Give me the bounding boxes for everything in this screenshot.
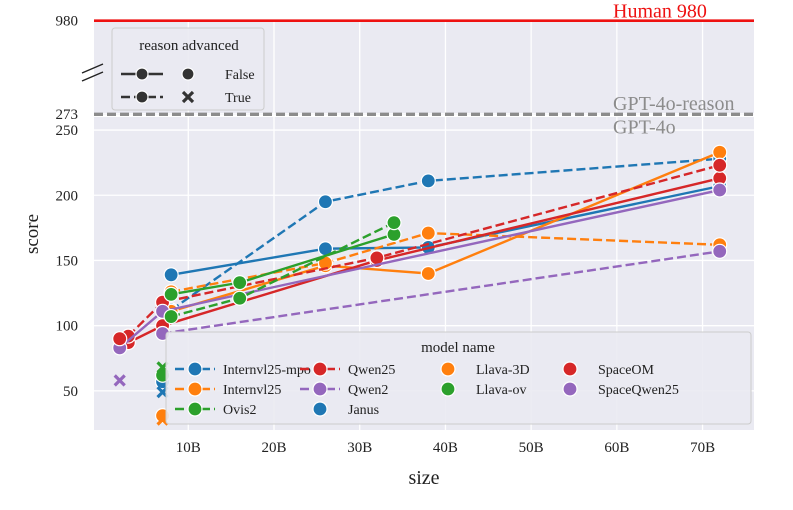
model-legend-qwen2-label: Qwen2: [348, 383, 388, 398]
series-qwen25-base-line: [127, 177, 720, 344]
model-legend-spaceom-marker-swatch: [562, 361, 578, 377]
model-legend-spaceqwen25-label: SpaceQwen25: [598, 383, 679, 398]
y-tick-label-100: 100: [56, 319, 79, 335]
model-legend-qwen25-label: Qwen25: [348, 363, 395, 378]
model-legend-internvl25-mpo-marker-swatch: [187, 361, 203, 377]
series-ovis2-reason-point-0: [163, 308, 179, 325]
reference-line-human-980-label: Human 980: [613, 1, 707, 23]
series-internvl25-mpo-reason-point-2: [420, 173, 436, 189]
y-tick-label-980: 980: [56, 14, 79, 30]
x-tick-label-20: 20B: [261, 440, 286, 456]
y-tick-label-50: 50: [63, 384, 78, 400]
point-spaceqwen25-reason-stroke-2: [113, 374, 126, 387]
model-name-legend-frame: [165, 331, 752, 425]
series-qwen25-reason-point-3: [712, 157, 728, 173]
model-name-legend-title: model name: [421, 340, 495, 356]
reason-advanced-legend-false-line-marker: [135, 67, 149, 81]
point-spaceqwen25-reason: [113, 374, 126, 387]
model-legend-llava-3d-label: Llava-3D: [476, 363, 530, 378]
y-tick-label-273: 273: [56, 107, 79, 123]
model-legend-janus-marker-swatch: [312, 401, 328, 417]
reason-advanced-legend-false-label: False: [225, 68, 255, 83]
series-qwen2-base-point-2: [712, 182, 728, 198]
model-legend-llava-ov-label: Llava-ov: [476, 383, 527, 398]
reason-advanced-legend: reason advanced False True: [111, 27, 265, 111]
model-legend-qwen2-marker-swatch: [312, 381, 328, 397]
reference-line-gpt-4o-label: GPT-4o: [613, 117, 676, 139]
y-tick-label-150: 150: [56, 253, 79, 269]
model-legend-ovis2-marker-swatch: [187, 401, 203, 417]
series-internvl25-reason-line: [170, 231, 720, 293]
series-internvl25-mpo-base-point-0: [163, 267, 179, 283]
x-tick-label-50: 50B: [519, 440, 544, 456]
x-axis-label: size: [408, 467, 439, 489]
model-legend-internvl25-label: Internvl25: [223, 383, 281, 398]
y-tick-label-200: 200: [56, 188, 79, 204]
series-ovis2-reason-point-1: [232, 290, 248, 306]
model-legend-janus-label: Janus: [348, 403, 379, 418]
x-tick-label-60: 60B: [604, 440, 629, 456]
axis-break-mark-2: [81, 71, 104, 82]
model-legend-llava-3d-marker-swatch: [440, 361, 456, 377]
x-tick-label-10: 10B: [176, 440, 201, 456]
series-internvl25-reason-point-2: [420, 225, 436, 241]
reason-advanced-legend-true-marker-swatch: [181, 90, 195, 104]
model-name-legend: model name Internvl25-mpo Qwen25 Llava-3D S…: [165, 331, 752, 425]
model-legend-spaceom-label: SpaceOM: [598, 363, 655, 378]
x-tick-label-30: 30B: [347, 440, 372, 456]
point-spaceom-base: [112, 331, 128, 347]
reason-advanced-legend-true-label: True: [225, 91, 251, 106]
x-tick-label-40: 40B: [433, 440, 458, 456]
model-legend-ovis2-label: Ovis2: [223, 403, 256, 418]
series-internvl25-mpo-reason-line: [170, 157, 720, 311]
x-tick-label-70: 70B: [690, 440, 715, 456]
reason-advanced-legend-true-line-marker: [135, 90, 149, 104]
axis-break: [81, 63, 104, 82]
model-legend-internvl25-marker-swatch: [187, 381, 203, 397]
series-ovis2-base-point-1: [232, 275, 248, 291]
y-tick-label-250: 250: [56, 123, 79, 139]
model-legend-llava-ov-marker-swatch: [440, 381, 456, 397]
model-legend-qwen25-marker-swatch: [312, 361, 328, 377]
model-legend-spaceqwen25-marker-swatch: [562, 381, 578, 397]
reason-advanced-legend-true-marker-swatch-stroke-2: [181, 90, 195, 104]
series-internvl25-mpo-reason-point-1: [317, 194, 334, 210]
y-axis-label: score: [22, 214, 43, 254]
model-legend-internvl25-mpo-label: Internvl25-mpo: [223, 363, 311, 378]
series-qwen25-reason-line: [127, 164, 721, 337]
series-ovis2-base-point-0: [163, 286, 179, 302]
series-internvl25-base-point-2: [420, 265, 436, 282]
series-qwen2-reason-line: [162, 250, 720, 335]
reason-advanced-legend-title: reason advanced: [139, 38, 239, 54]
reference-line-gpt-4o-reason-label: GPT-4o-reason: [613, 93, 734, 115]
reason-advanced-legend-false-marker-swatch: [181, 67, 195, 81]
series-ovis2-reason-point-2: [386, 215, 402, 231]
series-internvl25-base-point-3: [712, 144, 728, 160]
series-qwen2-reason-point-1: [712, 243, 728, 259]
axis-break-mark-1: [81, 63, 104, 74]
